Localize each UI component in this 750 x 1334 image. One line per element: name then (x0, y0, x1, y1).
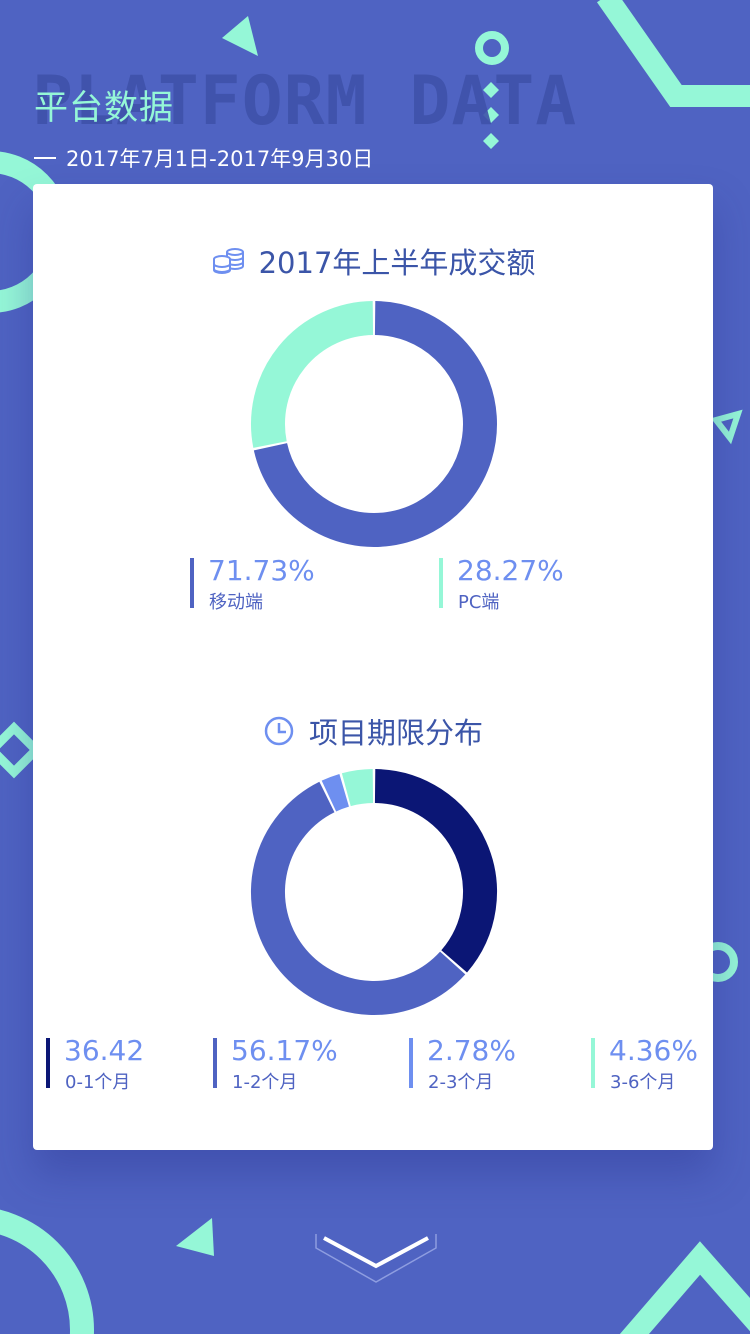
coins-icon (211, 246, 245, 276)
chart2-title-text: 项目期限分布 (308, 716, 483, 750)
date-range-text: 2017年7月1日-2017年9月30日 (66, 147, 374, 171)
date-dash (34, 157, 56, 159)
decor-ring (475, 31, 509, 65)
slice-2-3-month (321, 773, 350, 812)
legend-bar-0-1 (46, 1038, 50, 1088)
legend-bar-1-2 (213, 1038, 217, 1088)
legend-label-3-6: 3-6个月 (610, 1072, 676, 1093)
clock-icon (263, 715, 295, 747)
legend-value-pc: 28.27% (457, 554, 564, 587)
slice-0-1-month (374, 769, 497, 973)
legend-label-2-3: 2-3个月 (428, 1072, 494, 1093)
legend-value-mobile: 71.73% (208, 554, 315, 587)
decor-zigzag (596, 0, 750, 107)
slice-pc (251, 301, 374, 448)
date-range: 2017年7月1日-2017年9月30日 (34, 143, 373, 173)
legend-value-1-2: 56.17% (231, 1034, 338, 1067)
legend-label-mobile: 移动端 (209, 592, 263, 613)
donut-chart-2 (251, 769, 497, 1015)
legend-value-3-6: 4.36% (609, 1034, 698, 1067)
chart1-title-text: 2017年上半年成交额 (258, 246, 536, 280)
chevron-down-icon[interactable] (314, 1226, 438, 1286)
legend-label-0-1: 0-1个月 (65, 1072, 131, 1093)
legend-bar-2-3 (409, 1038, 413, 1088)
slice-mobile (253, 301, 497, 547)
legend-label-1-2: 1-2个月 (232, 1072, 298, 1093)
legend-value-2-3: 2.78% (427, 1034, 516, 1067)
legend-bar-mobile (190, 558, 194, 608)
slice-1-2-month (251, 781, 466, 1015)
decor-arc (0, 1209, 94, 1334)
decor-triangle-outline (710, 409, 743, 445)
donut-chart-1 (251, 301, 497, 547)
decor-diamond-outline (0, 721, 43, 779)
chart2-title: 项目期限分布 (33, 710, 713, 752)
background-watermark-text: PLATFORM DATA (32, 62, 578, 141)
legend-label-pc: PC端 (458, 592, 500, 613)
slice-3-6-month (341, 769, 374, 807)
legend-value-0-1: 36.42 (64, 1034, 145, 1067)
decor-chevron (619, 1241, 750, 1334)
legend-bar-3-6 (591, 1038, 595, 1088)
data-card: 2017年上半年成交额 71.73% 移动端 28.27% PC端 项目期限分布… (33, 184, 713, 1150)
chart1-title: 2017年上半年成交额 (33, 240, 713, 282)
decor-triangle (176, 1218, 214, 1256)
page-title: 平台数据 (34, 88, 174, 128)
decor-triangle (222, 16, 258, 56)
legend-bar-pc (439, 558, 443, 608)
